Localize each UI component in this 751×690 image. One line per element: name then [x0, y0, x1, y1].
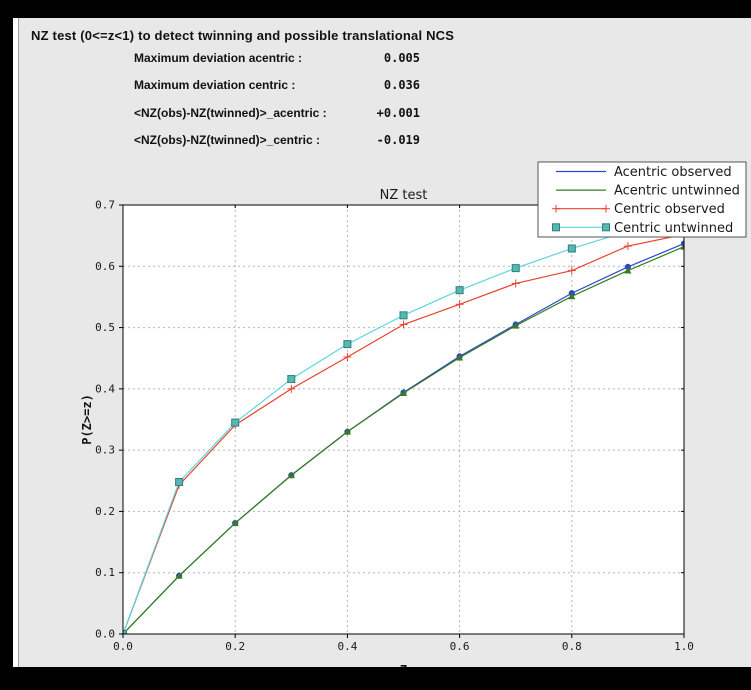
tick-labels: 0.0 0.2 0.4 0.6 0.8 1.0 0.0 0.1 0.2 0.3 0.4 0.5 0.6 0… — [95, 199, 694, 654]
stat-label: <NZ(obs)-NZ(twinned)>_acentric : — [134, 106, 327, 120]
svg-text:1.0: 1.0 — [674, 640, 694, 653]
legend-label: Acentric observed — [614, 165, 732, 180]
svg-text:0.0: 0.0 — [95, 628, 115, 641]
stat-row: <NZ(obs)-NZ(twinned)>_acentric : +0.001 — [134, 106, 420, 120]
svg-text:0.2: 0.2 — [95, 505, 115, 518]
legend-label: Centric observed — [614, 202, 725, 217]
x-axis-label: Z — [400, 663, 407, 667]
stat-label: Maximum deviation centric : — [134, 78, 296, 92]
svg-text:0.8: 0.8 — [562, 640, 582, 653]
svg-text:0.5: 0.5 — [95, 321, 115, 334]
stat-label: Maximum deviation acentric : — [134, 51, 303, 65]
legend-label: Centric untwinned — [614, 221, 733, 236]
svg-text:0.6: 0.6 — [450, 640, 470, 653]
stat-value: 0.005 — [383, 51, 420, 65]
plot-area — [123, 205, 684, 634]
series-group — [122, 211, 685, 635]
svg-text:0.3: 0.3 — [95, 444, 115, 457]
svg-text:0.6: 0.6 — [95, 260, 115, 273]
y-axis-label: P(Z>=z) — [80, 394, 94, 445]
axes-frame — [122, 204, 685, 635]
stat-value: 0.036 — [383, 78, 420, 92]
page-title: NZ test (0<=z<1) to detect twinning and … — [31, 28, 455, 43]
legend: Acentric observed Acentric untwinned Centr… — [537, 161, 747, 238]
legend-label: Acentric untwinned — [614, 184, 740, 199]
stat-value: +0.001 — [376, 106, 420, 120]
svg-text:0.2: 0.2 — [225, 640, 245, 653]
stat-row: Maximum deviation centric : 0.036 — [134, 78, 420, 92]
report-panel: NZ test (0<=z<1) to detect twinning and … — [18, 18, 751, 667]
svg-text:0.4: 0.4 — [95, 382, 115, 395]
nz-test-chart: 0.0 0.2 0.4 0.6 0.8 1.0 0.0 0.1 0.2 0.3 0.4 0.5 0.6 0… — [80, 161, 747, 667]
stat-row: Maximum deviation acentric : 0.005 — [134, 51, 420, 65]
stat-value: -0.019 — [376, 133, 420, 147]
window-left-edge — [13, 18, 18, 667]
svg-text:0.0: 0.0 — [113, 640, 133, 653]
svg-text:0.4: 0.4 — [337, 640, 357, 653]
svg-text:0.1: 0.1 — [95, 566, 115, 579]
stat-label: <NZ(obs)-NZ(twinned)>_centric : — [134, 133, 321, 147]
svg-text:0.7: 0.7 — [95, 199, 115, 212]
stat-row: <NZ(obs)-NZ(twinned)>_centric : -0.019 — [134, 133, 420, 147]
chart-title: NZ test — [380, 188, 428, 203]
